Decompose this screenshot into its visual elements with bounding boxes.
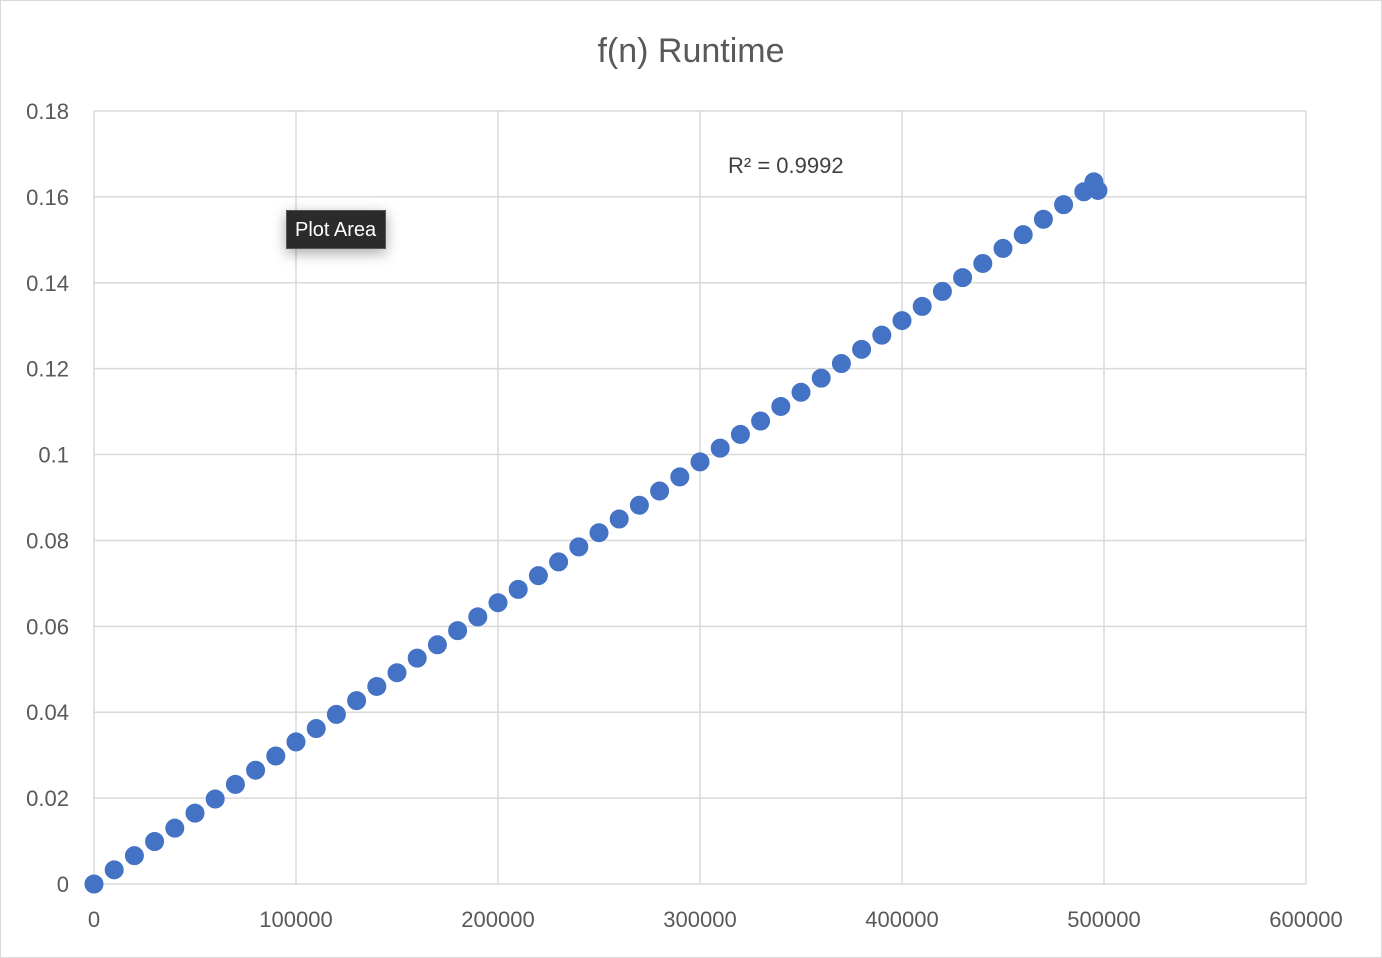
scatter-point: [912, 296, 932, 316]
scatter-point: [367, 676, 387, 696]
y-tick-label: 0.14: [26, 271, 69, 296]
y-tick-label: 0.02: [26, 786, 69, 811]
scatter-point: [589, 523, 609, 543]
scatter-point: [468, 607, 488, 627]
scatter-point: [811, 368, 831, 388]
scatter-point: [427, 635, 447, 655]
scatter-point: [266, 746, 286, 766]
scatter-point: [347, 691, 367, 711]
scatter-point: [1088, 180, 1108, 200]
scatter-point: [549, 552, 569, 572]
scatter-point: [932, 281, 952, 301]
scatter-point: [953, 268, 973, 288]
scatter-point: [165, 818, 185, 838]
scatter-point: [225, 774, 245, 794]
x-tick-label: 500000: [1067, 907, 1140, 932]
scatter-point: [872, 325, 892, 345]
scatter-point: [771, 396, 791, 416]
scatter-point: [730, 424, 750, 444]
y-tick-label: 0.08: [26, 528, 69, 553]
gridlines: [93, 110, 1307, 885]
scatter-point: [145, 831, 165, 851]
x-tick-label: 100000: [259, 907, 332, 932]
x-tick-label: 0: [88, 907, 100, 932]
scatter-point: [1033, 209, 1053, 229]
scatter-point: [306, 719, 326, 739]
scatter-point: [710, 438, 730, 458]
x-tick-label: 600000: [1269, 907, 1342, 932]
scatter-point: [751, 411, 771, 431]
scatter-point: [185, 803, 205, 823]
axis-tick-labels: 0 0.02 0.04 0.06 0.08 0.1 0.12 0.14 0.16 0.18 0 100…: [26, 99, 1343, 932]
scatter-point: [690, 452, 710, 472]
plot-area-tooltip: Plot Area: [286, 210, 387, 249]
scatter-point: [650, 481, 670, 501]
scatter-point: [791, 382, 811, 402]
scatter-point: [205, 789, 225, 809]
y-tick-label: 0.12: [26, 357, 69, 382]
y-tick-label: 0.16: [26, 185, 69, 210]
scatter-point: [448, 621, 468, 641]
scatter-point: [892, 311, 912, 331]
scatter-point: [528, 566, 548, 586]
scatter-point: [286, 732, 306, 752]
scatter-point: [407, 648, 427, 668]
scatter-point: [609, 509, 629, 529]
scatter-point: [84, 874, 104, 894]
y-tick-label: 0.18: [26, 99, 69, 124]
scatter-point: [246, 760, 266, 780]
scatter-point: [1054, 195, 1074, 215]
scatter-point: [104, 860, 124, 880]
x-tick-label: 200000: [461, 907, 534, 932]
scatter-point: [124, 846, 144, 866]
data-points: [84, 172, 1108, 894]
y-tick-label: 0.1: [38, 443, 69, 468]
scatter-point: [670, 467, 690, 487]
scatter-point: [508, 579, 528, 599]
r-squared-annotation: R² = 0.9992: [728, 153, 844, 178]
scatter-point: [852, 339, 872, 359]
scatter-point: [387, 663, 407, 683]
y-tick-label: 0.06: [26, 614, 69, 639]
y-tick-label: 0: [57, 872, 69, 897]
scatter-point: [569, 537, 589, 557]
scatter-point: [973, 253, 993, 273]
scatter-point: [629, 495, 649, 515]
y-tick-label: 0.04: [26, 700, 69, 725]
scatter-point: [326, 704, 346, 724]
scatter-point: [831, 354, 851, 374]
scatter-point: [488, 593, 508, 613]
x-tick-label: 300000: [663, 907, 736, 932]
chart-title: f(n) Runtime: [597, 32, 784, 70]
scatter-point: [993, 238, 1013, 258]
x-tick-label: 400000: [865, 907, 938, 932]
scatter-point: [1013, 225, 1033, 245]
